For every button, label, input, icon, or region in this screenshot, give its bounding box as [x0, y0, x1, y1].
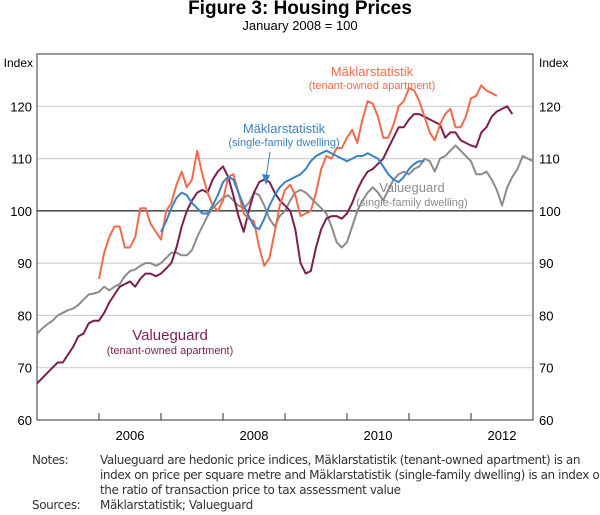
x-tick-label: 2008 [240, 428, 269, 443]
y-tick-label-right: 80 [539, 308, 553, 323]
chart-subtitle: January 2008 = 100 [242, 18, 358, 33]
y-tick-label-left: 100 [10, 204, 32, 219]
series-label: Mäklarstatistik [243, 121, 326, 136]
notes-text: Valueguard are hedonic price indices, Mä… [100, 453, 600, 497]
y-tick-label-right: 110 [539, 152, 560, 167]
sources-label: Sources: [32, 498, 81, 512]
chart-title: Figure 3: Housing Prices [188, 0, 412, 19]
series-sublabel: (single-family dwelling) [228, 137, 339, 149]
y-tick-label-left: 90 [18, 256, 32, 271]
y-tick-label-left: 60 [18, 413, 32, 428]
y-tick-label-right: 90 [539, 256, 553, 271]
x-tick-label: 2010 [364, 428, 393, 443]
y-axis-label-right: Index [539, 56, 568, 70]
series-line-3 [160, 149, 425, 233]
sources-text: Mäklarstatistik; Valueguard [100, 498, 253, 512]
y-axis-label-left: Index [4, 56, 33, 70]
series-label: Valueguard [379, 180, 445, 195]
y-tick-label-right: 70 [539, 361, 553, 376]
series-line-2 [98, 84, 498, 279]
y-tick-label-right: 120 [539, 99, 561, 114]
series-line-0 [36, 144, 534, 335]
chart-svg: 70 70 80 80 90 90 100 100 110 110 120 120 60 60 Index I… [4, 53, 568, 443]
y-tick-label-right: 60 [539, 413, 553, 428]
x-tick-label: 2012 [488, 428, 517, 443]
series-sublabel: (tenant-owned apartment) [107, 345, 234, 357]
plot-frame [36, 53, 534, 421]
series-label: Mäklarstatistik [331, 64, 414, 79]
y-tick-label-right: 100 [539, 204, 561, 219]
annotation-arrow-head [262, 174, 270, 185]
notes-label: Notes: [32, 453, 69, 467]
y-tick-label-left: 120 [10, 99, 32, 114]
annotation-arrow-line [265, 151, 271, 179]
series-sublabel: (tenant-owned apartment) [309, 80, 436, 92]
series-line-1 [36, 105, 514, 385]
x-tick-label: 2006 [116, 428, 145, 443]
series-label: Valueguard [132, 327, 208, 344]
series-sublabel: (single-family dwelling) [356, 197, 467, 209]
y-tick-label-left: 80 [18, 308, 32, 323]
y-tick-label-left: 70 [18, 361, 32, 376]
y-tick-label-left: 110 [11, 152, 32, 167]
